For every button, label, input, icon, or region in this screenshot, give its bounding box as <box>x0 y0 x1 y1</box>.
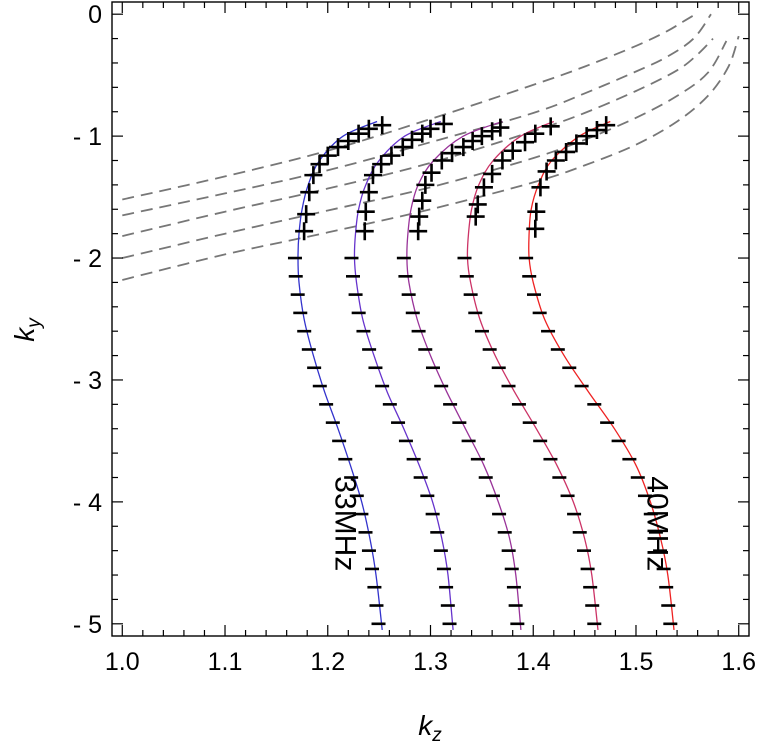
y-tick-label: - 3 <box>73 367 102 395</box>
plus-marker <box>329 138 348 157</box>
plus-marker <box>537 162 556 181</box>
series-line-3 <box>406 120 522 630</box>
plus-marker <box>454 138 473 157</box>
plus-marker <box>318 146 337 165</box>
plus-marker <box>463 131 482 150</box>
plus-marker <box>363 166 382 185</box>
plus-marker <box>409 222 428 241</box>
plus-marker <box>468 195 487 214</box>
plus-marker <box>349 124 368 143</box>
series-line-1 <box>297 120 383 630</box>
y-tick-label: - 5 <box>73 611 102 639</box>
x-tick-label: 1.0 <box>105 648 140 676</box>
axes: 1.0 1.1 1.2 1.3 1.4 1.5 1.6 0 - 1 - 2 - 3 - 4 - 5 <box>73 1 756 676</box>
x-axis-title: kz <box>418 710 442 742</box>
plus-marker <box>304 166 323 185</box>
plus-marker <box>567 134 586 153</box>
plus-marker <box>491 118 510 137</box>
plus-marker <box>503 141 522 160</box>
plus-marker <box>557 142 576 161</box>
dashed-curve-2 <box>122 13 712 217</box>
x-tick-label: 1.3 <box>413 648 448 676</box>
plus-marker <box>356 202 375 221</box>
plus-marker <box>355 222 374 241</box>
y-axis-title: ky <box>9 317 45 342</box>
x-tick-label: 1.2 <box>310 648 345 676</box>
plus-marker <box>434 114 453 133</box>
series-line-5 <box>528 120 675 630</box>
dashed-curve-4 <box>122 40 728 259</box>
x-tick-label: 1.1 <box>208 648 243 676</box>
plus-marker <box>493 151 512 170</box>
plus-marker <box>516 133 535 152</box>
plus-marker <box>483 122 502 141</box>
dashed-curve-1 <box>122 13 697 201</box>
plus-marker <box>382 146 401 165</box>
dashed-curve-3 <box>122 37 714 237</box>
x-tick-label: 1.4 <box>516 648 551 676</box>
plus-marker <box>403 130 422 149</box>
plus-marker <box>393 138 412 157</box>
plus-marker <box>531 178 550 197</box>
plus-marker <box>372 155 391 174</box>
annotation-label: 40MHz <box>641 476 674 571</box>
x-tick-label: 1.6 <box>721 648 756 676</box>
plus-marker <box>474 178 493 197</box>
plus-marker <box>339 131 358 150</box>
annotations: 33MHz 40MHz <box>328 476 673 571</box>
plus-marker <box>359 119 378 138</box>
plus-marker <box>413 124 432 143</box>
plus-marker <box>587 121 606 140</box>
plus-marker <box>597 116 616 135</box>
plus-marker <box>416 175 435 194</box>
plus-marker <box>443 144 462 163</box>
plus-marker <box>432 151 451 170</box>
plus-marker <box>310 155 329 174</box>
plus-marker <box>413 191 432 210</box>
plus-marker <box>422 163 441 182</box>
y-tick-label: - 4 <box>73 489 102 517</box>
plus-marker <box>526 124 545 143</box>
plus-marker <box>373 116 392 135</box>
plus-marker <box>577 127 596 146</box>
y-tick-label: - 2 <box>73 245 102 273</box>
plus-marker <box>295 222 314 241</box>
plus-marker <box>527 202 546 221</box>
series-line-2 <box>353 120 454 630</box>
annotation-label: 33MHz <box>328 476 361 571</box>
plus-marker <box>541 117 560 136</box>
plus-marker <box>526 219 545 238</box>
dashed-curves <box>122 13 740 281</box>
y-tick-label: - 1 <box>73 123 102 151</box>
series-lines <box>297 120 675 630</box>
x-tick-label: 1.5 <box>619 648 654 676</box>
plus-marker <box>297 205 316 224</box>
plus-marker <box>546 151 565 170</box>
series-line-4 <box>466 120 599 630</box>
plus-marker <box>300 183 319 202</box>
markers <box>287 114 678 626</box>
dashed-curve-5 <box>122 35 740 281</box>
plus-marker <box>466 207 485 226</box>
plus-marker <box>483 164 502 183</box>
plus-marker <box>359 183 378 202</box>
y-tick-label: 0 <box>88 1 102 29</box>
plus-marker <box>472 127 491 146</box>
